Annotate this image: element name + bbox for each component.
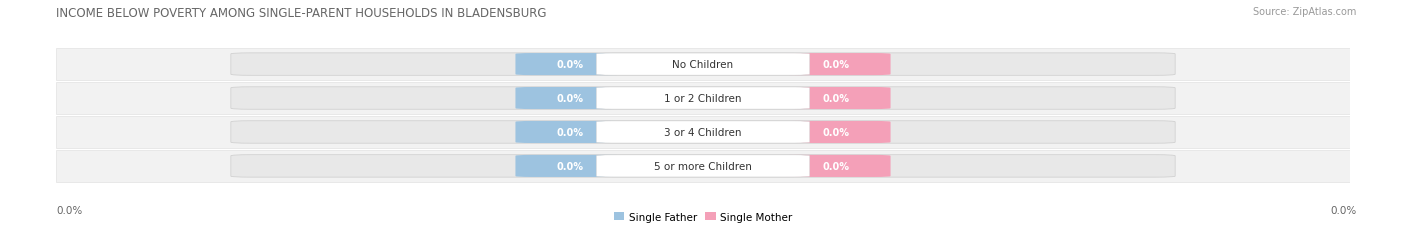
Text: Source: ZipAtlas.com: Source: ZipAtlas.com [1253, 7, 1357, 17]
FancyBboxPatch shape [516, 88, 626, 109]
Text: 0.0%: 0.0% [823, 94, 849, 103]
FancyBboxPatch shape [780, 88, 890, 109]
Text: 0.0%: 0.0% [557, 60, 583, 70]
FancyBboxPatch shape [516, 122, 626, 143]
FancyBboxPatch shape [231, 54, 1175, 76]
FancyBboxPatch shape [596, 122, 810, 143]
FancyBboxPatch shape [56, 116, 1350, 149]
Text: 0.0%: 0.0% [557, 128, 583, 137]
FancyBboxPatch shape [231, 121, 1175, 143]
FancyBboxPatch shape [231, 88, 1175, 110]
Text: 0.0%: 0.0% [1330, 205, 1357, 215]
FancyBboxPatch shape [516, 54, 626, 76]
Text: 0.0%: 0.0% [823, 161, 849, 171]
Text: 1 or 2 Children: 1 or 2 Children [664, 94, 742, 103]
FancyBboxPatch shape [516, 155, 626, 177]
FancyBboxPatch shape [56, 150, 1350, 182]
FancyBboxPatch shape [596, 54, 810, 76]
FancyBboxPatch shape [56, 49, 1350, 81]
Text: 0.0%: 0.0% [823, 128, 849, 137]
Legend: Single Father, Single Mother: Single Father, Single Mother [610, 208, 796, 226]
Text: INCOME BELOW POVERTY AMONG SINGLE-PARENT HOUSEHOLDS IN BLADENSBURG: INCOME BELOW POVERTY AMONG SINGLE-PARENT… [56, 7, 547, 20]
Text: 3 or 4 Children: 3 or 4 Children [664, 128, 742, 137]
FancyBboxPatch shape [780, 122, 890, 143]
FancyBboxPatch shape [56, 82, 1350, 115]
FancyBboxPatch shape [231, 155, 1175, 177]
FancyBboxPatch shape [780, 155, 890, 177]
Text: No Children: No Children [672, 60, 734, 70]
Text: 0.0%: 0.0% [823, 60, 849, 70]
FancyBboxPatch shape [596, 155, 810, 177]
Text: 0.0%: 0.0% [56, 205, 83, 215]
FancyBboxPatch shape [596, 88, 810, 109]
FancyBboxPatch shape [780, 54, 890, 76]
Text: 0.0%: 0.0% [557, 161, 583, 171]
Text: 0.0%: 0.0% [557, 94, 583, 103]
Text: 5 or more Children: 5 or more Children [654, 161, 752, 171]
